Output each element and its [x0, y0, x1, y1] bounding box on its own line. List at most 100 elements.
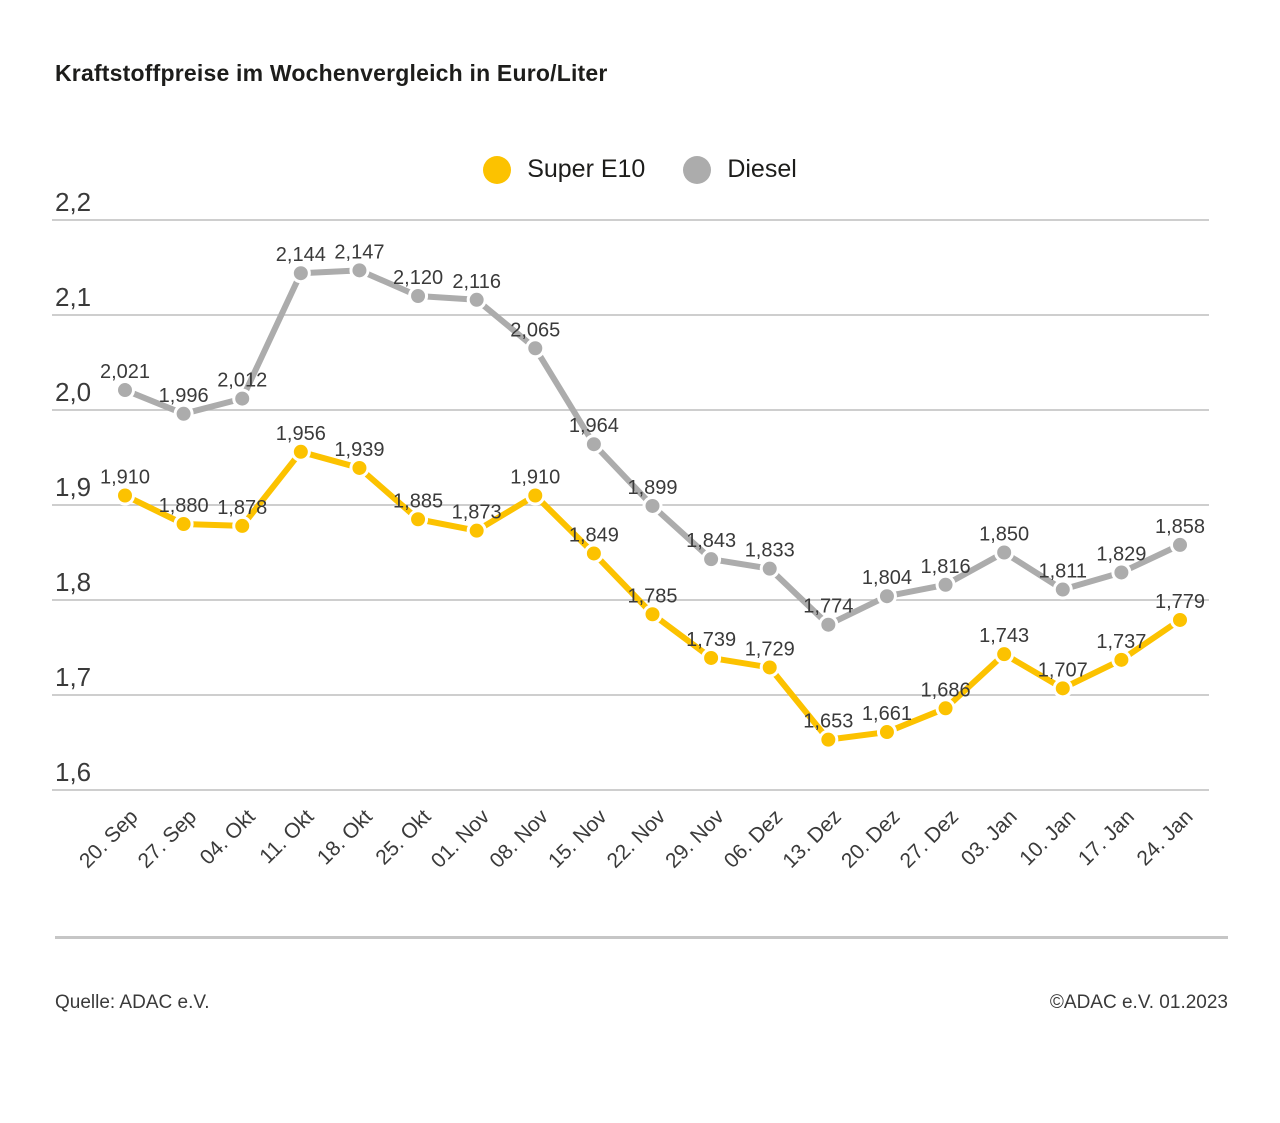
value-label: 1,910 [100, 467, 150, 489]
value-label: 1,850 [979, 524, 1029, 546]
x-tick-label: 03. Jan [957, 805, 1022, 870]
value-label: 1,686 [921, 679, 971, 701]
data-point [232, 515, 253, 536]
value-label: 1,833 [745, 540, 795, 562]
data-point [642, 495, 663, 516]
data-point [232, 388, 253, 409]
value-label: 1,880 [159, 495, 209, 517]
value-label: 1,910 [510, 467, 560, 489]
data-point [173, 514, 194, 534]
source-text: Quelle: ADAC e.V. [55, 992, 210, 1013]
value-label: 1,785 [627, 585, 677, 607]
x-tick-label: 20. Sep [75, 805, 142, 872]
data-point [1052, 579, 1073, 600]
data-point [994, 644, 1015, 665]
x-tick-label: 18. Okt [313, 805, 377, 869]
data-point [525, 338, 546, 359]
x-tick-label: 04. Okt [196, 805, 260, 869]
page-title: Kraftstoffpreise im Wochenvergleich in E… [55, 60, 608, 86]
y-tick-label: 1,8 [55, 567, 91, 597]
y-tick-label: 1,6 [55, 757, 91, 787]
value-label: 1,739 [686, 629, 736, 651]
value-label: 1,939 [334, 439, 384, 461]
x-tick-label: 27. Sep [134, 805, 201, 872]
value-label: 1,996 [159, 385, 209, 407]
value-label: 1,737 [1096, 631, 1146, 653]
data-point [290, 441, 311, 462]
y-tick-label: 2,2 [55, 187, 91, 217]
data-point [818, 614, 839, 635]
data-point [408, 509, 429, 530]
data-point [1111, 562, 1132, 583]
y-tick-label: 2,1 [55, 282, 91, 312]
data-point [290, 263, 311, 284]
value-label: 1,661 [862, 703, 912, 725]
y-tick-label: 1,9 [55, 472, 91, 502]
data-point [583, 543, 604, 564]
value-label: 1,774 [803, 596, 853, 618]
data-point [115, 485, 135, 506]
value-label: 1,849 [569, 524, 619, 546]
x-tick-label: 10. Jan [1015, 805, 1080, 870]
x-tick-label: 15. Nov [544, 805, 612, 873]
value-label: 1,653 [803, 711, 853, 733]
data-point [349, 260, 370, 281]
legend-label-diesel: Diesel [727, 155, 797, 183]
data-point [759, 558, 780, 579]
legend-label-super-e10: Super E10 [527, 155, 646, 183]
value-label: 1,779 [1155, 591, 1205, 613]
data-point [466, 520, 487, 541]
data-point [759, 657, 780, 678]
data-point [466, 289, 487, 310]
data-point [935, 698, 956, 719]
data-point [1170, 534, 1190, 555]
data-point [115, 380, 135, 401]
data-point [583, 434, 604, 455]
value-label: 1,878 [217, 497, 267, 519]
data-point [349, 457, 370, 478]
x-tick-label: 17. Jan [1074, 805, 1139, 870]
value-label: 2,144 [276, 244, 326, 266]
value-label: 1,811 [1038, 561, 1087, 583]
data-point [876, 586, 897, 607]
value-label: 1,956 [276, 423, 326, 445]
legend-item-diesel: Diesel [683, 155, 797, 184]
data-point [1170, 609, 1190, 630]
diesel-swatch-icon [683, 155, 712, 184]
value-label: 2,021 [100, 361, 150, 383]
data-point [701, 549, 722, 570]
data-point [876, 722, 897, 743]
x-tick-label: 25. Okt [371, 805, 435, 869]
copyright-text: ©ADAC e.V. 01.2023 [1049, 992, 1228, 1013]
x-tick-label: 13. Dez [778, 805, 845, 872]
value-label: 1,829 [1096, 543, 1146, 565]
data-point [1052, 678, 1073, 699]
data-point [994, 542, 1015, 563]
x-tick-label: 27. Dez [896, 805, 963, 872]
data-point [525, 485, 546, 506]
legend-item-super-e10: Super E10 [483, 155, 645, 184]
data-point [1111, 649, 1132, 670]
value-label: 1,858 [1155, 516, 1205, 538]
data-point [818, 729, 839, 750]
value-label: 1,964 [569, 415, 619, 437]
value-label: 1,816 [921, 556, 971, 578]
value-label: 2,116 [452, 271, 501, 293]
footer-divider [55, 936, 1228, 939]
value-label: 1,707 [1038, 659, 1088, 681]
x-tick-label: 29. Nov [661, 805, 729, 873]
value-label: 1,899 [627, 477, 677, 499]
value-label: 2,147 [334, 241, 384, 263]
value-label: 2,012 [217, 370, 267, 392]
super-e10-swatch-icon [483, 155, 512, 184]
x-tick-label: 08. Nov [485, 805, 553, 873]
data-point [173, 403, 194, 424]
x-tick-label: 24. Jan [1133, 805, 1198, 870]
value-label: 1,729 [745, 638, 795, 660]
value-label: 1,804 [862, 567, 912, 589]
data-point [408, 286, 429, 306]
value-label: 2,065 [510, 319, 560, 341]
data-point [935, 574, 956, 595]
